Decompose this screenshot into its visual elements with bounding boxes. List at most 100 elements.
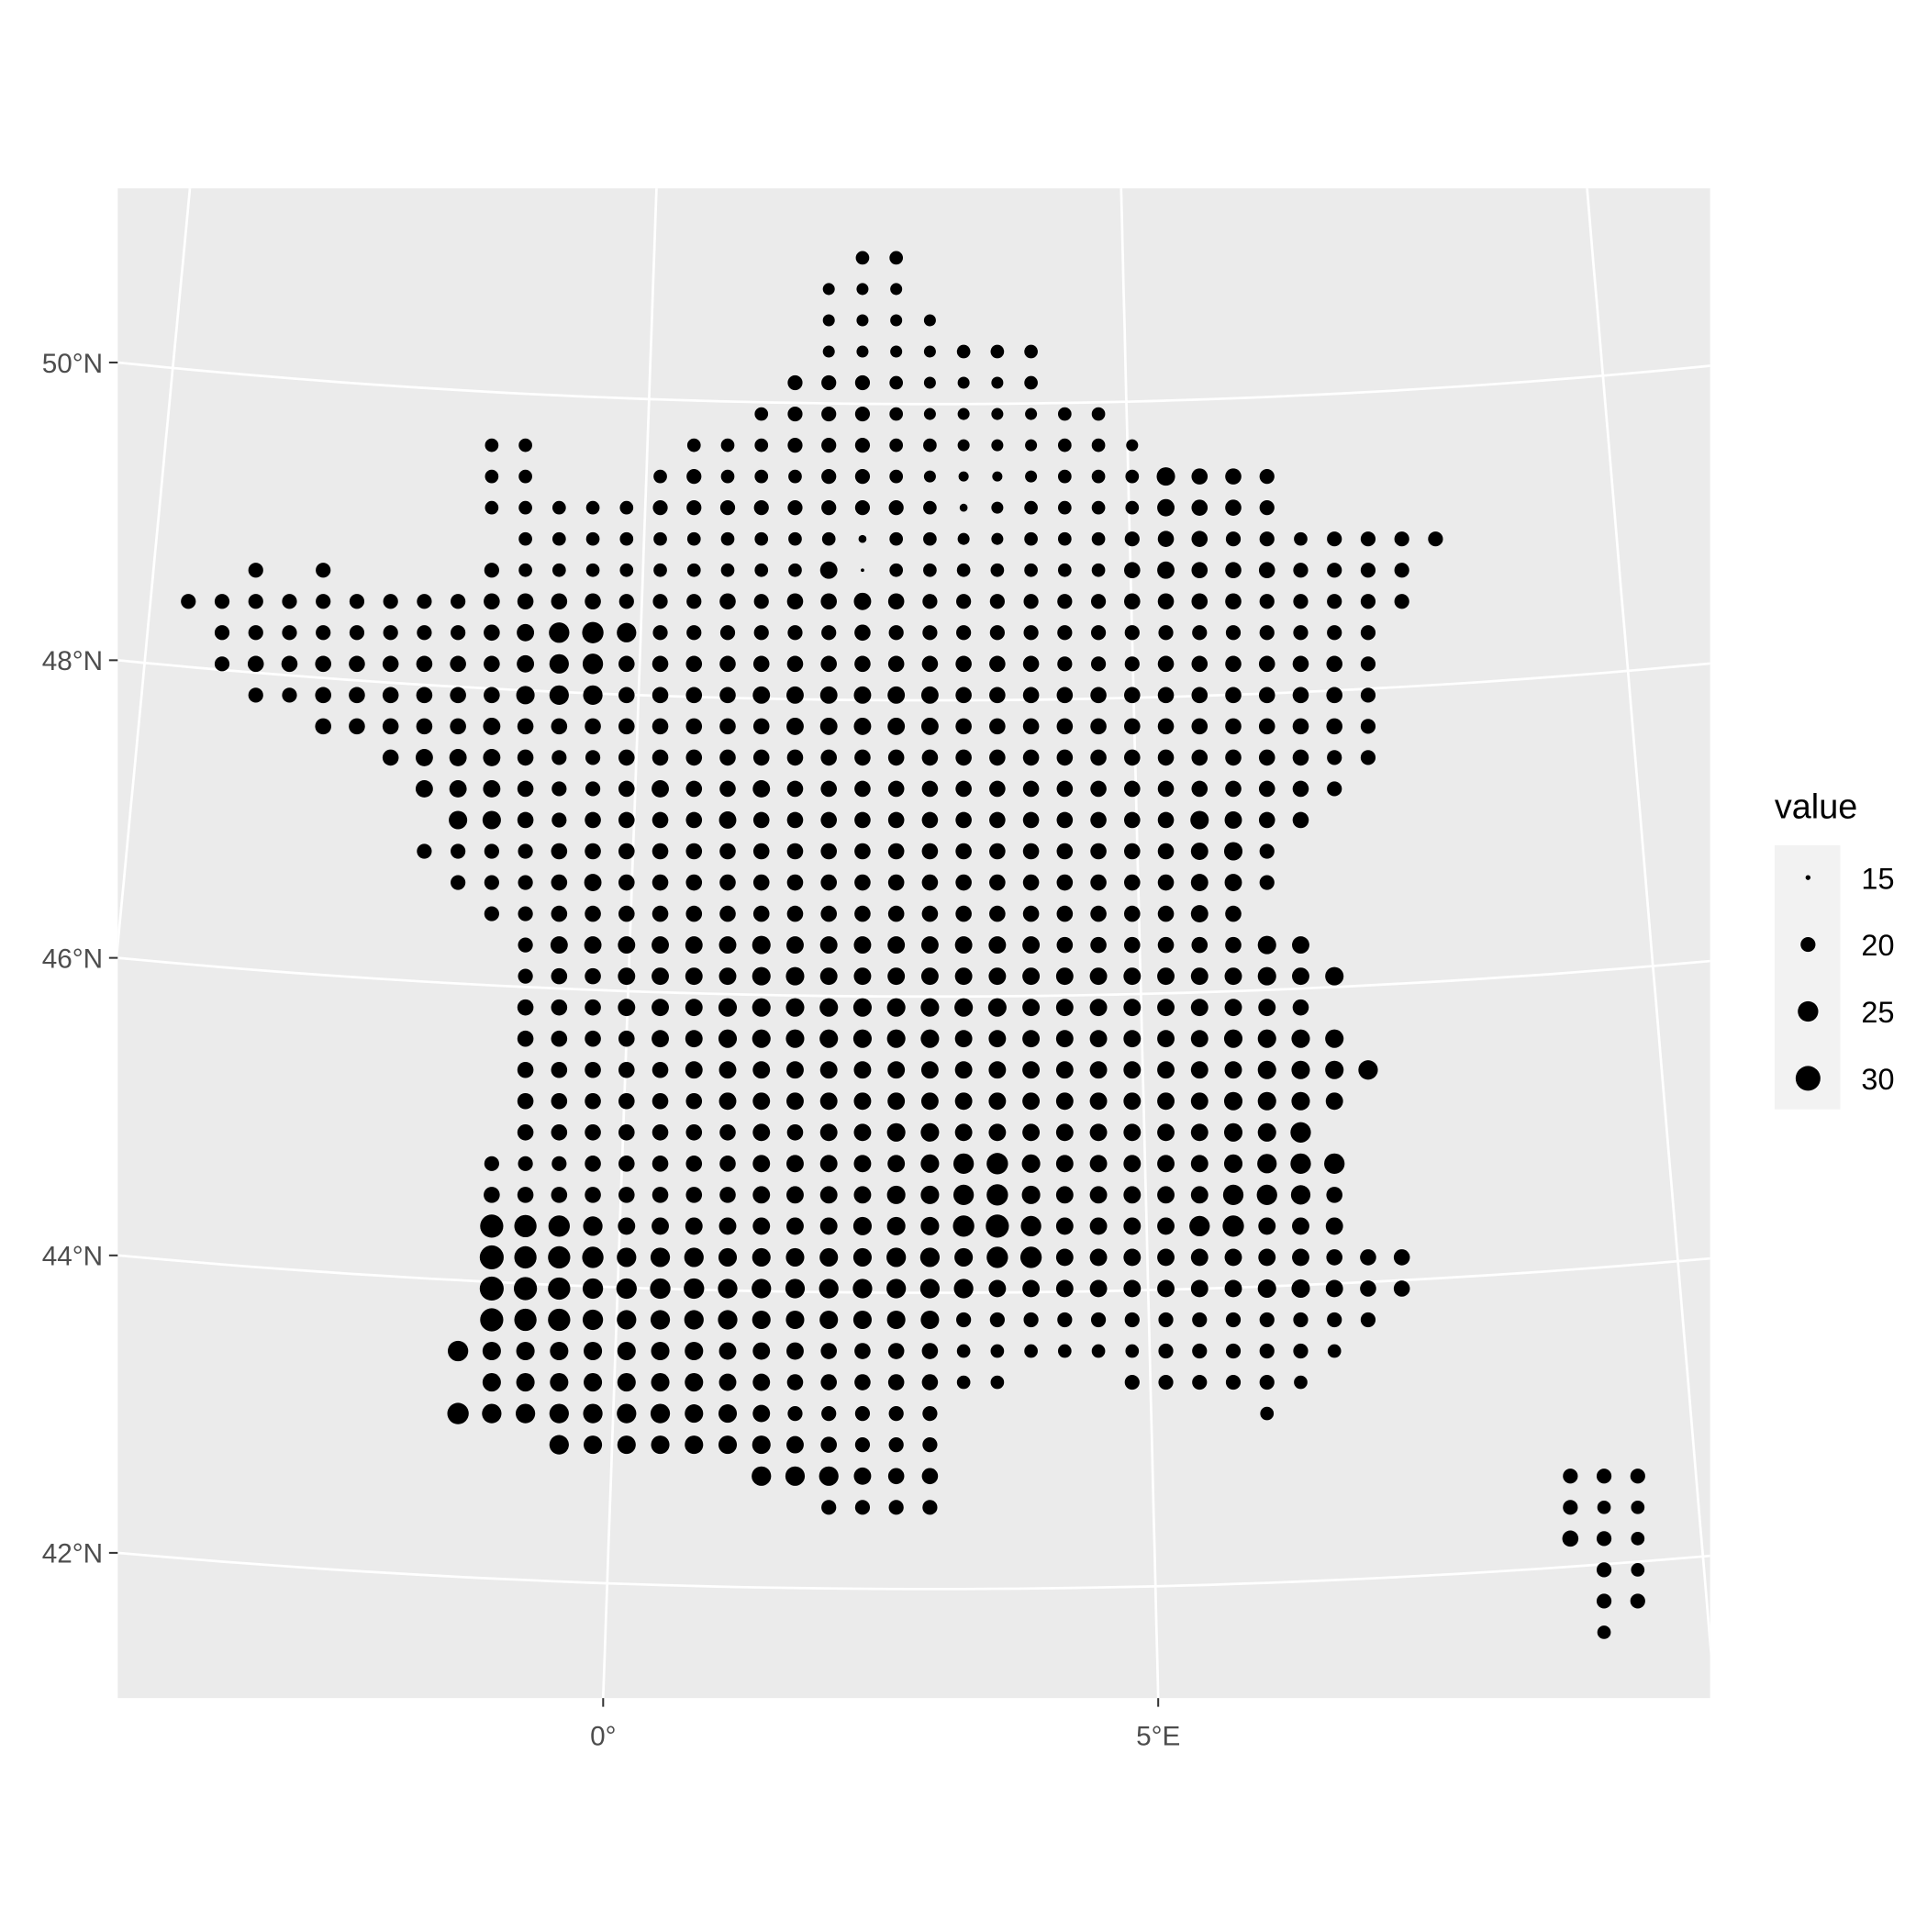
dot [1055,999,1074,1017]
dot [1025,408,1038,420]
dot [582,621,604,643]
dot [652,687,669,704]
dot [516,1373,535,1392]
dot [485,469,499,484]
dot [549,653,569,674]
dot [383,594,398,609]
dot [1189,1215,1210,1237]
dot [1224,1248,1242,1267]
dot [517,1030,534,1047]
dot [1089,967,1108,986]
dot [1022,1061,1041,1079]
dot [1259,843,1275,859]
dot [752,718,770,735]
dot [988,1279,1007,1298]
dot [1360,594,1376,609]
dot [482,810,501,830]
dot [1360,531,1376,547]
dot [752,998,771,1017]
dot [652,1187,669,1203]
dot [551,781,567,797]
dot [856,283,869,296]
dot [685,936,703,955]
dot [247,655,264,673]
y-tick-label: 46°N [42,944,103,974]
dot [1258,562,1275,579]
dot [1394,594,1409,609]
dot [956,1344,971,1358]
dot [517,1092,534,1110]
dot [1292,1217,1309,1235]
legend-key-background [1774,845,1841,1110]
dot [988,1061,1007,1079]
dot [1258,655,1275,673]
dot [1023,1312,1039,1328]
dot [447,1402,469,1424]
dot [720,438,735,452]
dot [480,1308,504,1332]
dot [752,1435,771,1455]
dot [887,843,905,860]
dot [652,500,668,516]
dot [585,531,600,546]
dot [786,1124,804,1141]
dot [1224,1279,1242,1298]
dot [617,1403,637,1424]
dot [1124,905,1141,922]
dot [1090,749,1107,766]
dot [819,1217,838,1235]
dot [315,687,331,704]
dot [719,1156,736,1172]
dot [989,780,1006,798]
dot [785,1466,806,1486]
dot [214,625,230,641]
dot [1157,1248,1175,1267]
dot [1225,593,1242,610]
dot [1190,1186,1209,1204]
dot [181,594,196,609]
dot [888,625,904,641]
dot [820,905,837,922]
dot [955,687,972,704]
dot [923,438,937,452]
dot [754,469,769,484]
dot [922,1405,938,1422]
dot [988,1092,1007,1111]
dot [1394,563,1409,578]
dot [686,469,702,485]
dot [788,531,802,546]
dot [1325,1029,1344,1048]
dot [1360,625,1376,641]
dot [854,1405,871,1422]
dot [718,1217,737,1235]
dot [484,843,499,859]
dot [919,1247,941,1268]
dot [952,1215,975,1237]
dot [752,1404,771,1423]
dot [989,594,1005,609]
dot [1222,1184,1244,1206]
dot [1124,718,1141,735]
dot [786,593,804,610]
dot [1190,1030,1209,1048]
dot [853,1061,872,1079]
dot [1090,874,1107,891]
dot [923,470,936,483]
dot [1157,905,1175,922]
dot [617,622,637,642]
dot [889,438,904,452]
dot [685,811,703,829]
dot [1327,781,1342,797]
dot [854,1374,871,1390]
dot [652,874,669,891]
dot [617,1435,636,1455]
dot [1223,842,1243,861]
dot [1022,655,1040,673]
dot [821,406,837,422]
dot [1259,1374,1275,1390]
dot [685,874,703,891]
dot [1125,469,1140,484]
dot [1327,594,1342,609]
dot [1022,1092,1041,1111]
dot [685,1187,703,1203]
